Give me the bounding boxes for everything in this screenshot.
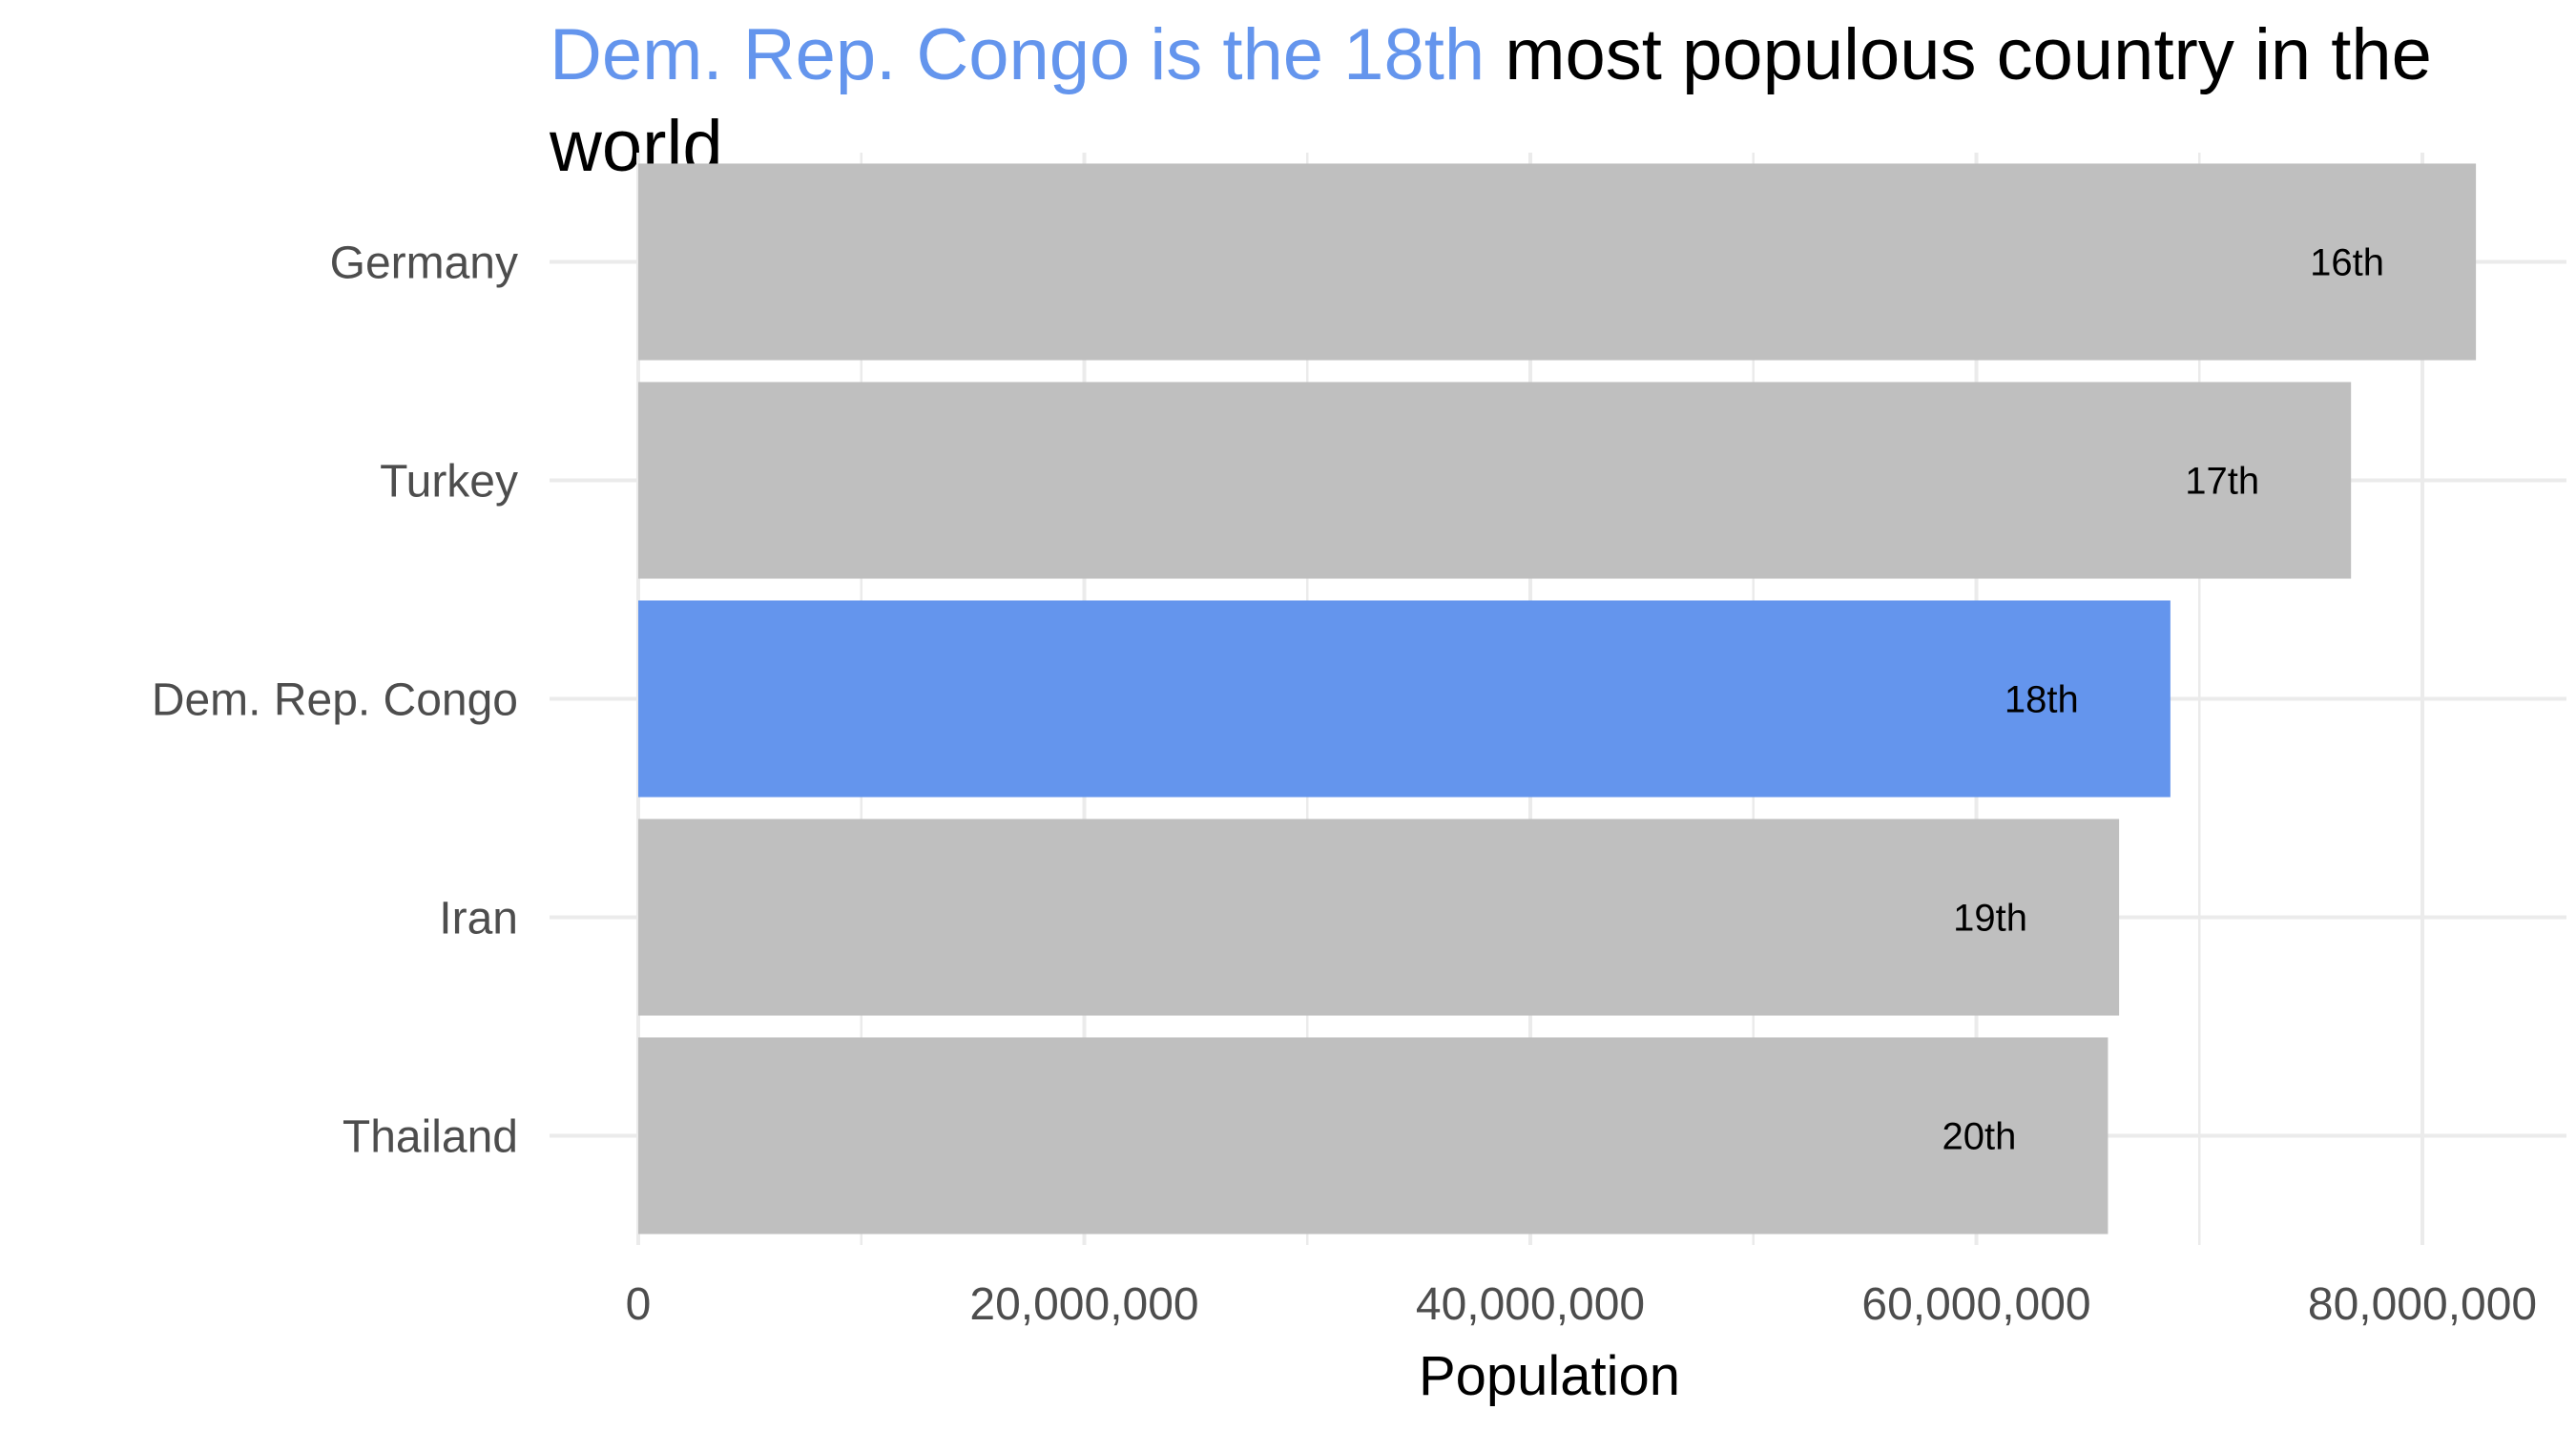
chart-title-rest: most populous country in the world <box>550 14 2432 187</box>
bar-thailand <box>638 1037 2109 1234</box>
y-axis-tick-labels: Germany Turkey Dem. Rep. Congo Iran Thailand <box>152 238 518 1163</box>
x-tick-label: 40,000,000 <box>1416 1279 1645 1330</box>
bar-label: 19th <box>1953 898 2027 940</box>
x-axis-tick-labels: 0 20,000,000 40,000,000 60,000,000 80,000,00… <box>626 1279 2537 1330</box>
y-tick-label: Thailand <box>343 1112 518 1163</box>
y-tick-label: Dem. Rep. Congo <box>152 675 518 726</box>
y-tick-label: Turkey <box>380 457 518 508</box>
bar-dem-rep-congo <box>638 600 2171 798</box>
bar-turkey <box>638 382 2352 579</box>
x-tick-label: 60,000,000 <box>1861 1279 2090 1330</box>
x-tick-label: 20,000,000 <box>969 1279 1198 1330</box>
y-tick-label: Germany <box>330 238 518 289</box>
bar-germany <box>638 163 2477 361</box>
bar-label: 20th <box>1942 1116 2016 1158</box>
bar-label: 18th <box>2005 679 2079 721</box>
bars <box>638 163 2477 1234</box>
bar-labels: 16th 17th 18th 19th 20th <box>1942 242 2384 1158</box>
bar-label: 17th <box>2185 461 2259 503</box>
bar-iran <box>638 819 2120 1016</box>
chart-title-highlight: Dem. Rep. Congo is the 18th <box>550 14 1485 95</box>
x-tick-label: 0 <box>626 1279 652 1330</box>
x-axis-title: Population <box>1419 1345 1680 1407</box>
y-tick-label: Iran <box>439 894 518 944</box>
x-tick-label: 80,000,000 <box>2308 1279 2537 1330</box>
chart-title: Dem. Rep. Congo is the 18th most populou… <box>550 10 2544 193</box>
bar-label: 16th <box>2310 242 2384 284</box>
